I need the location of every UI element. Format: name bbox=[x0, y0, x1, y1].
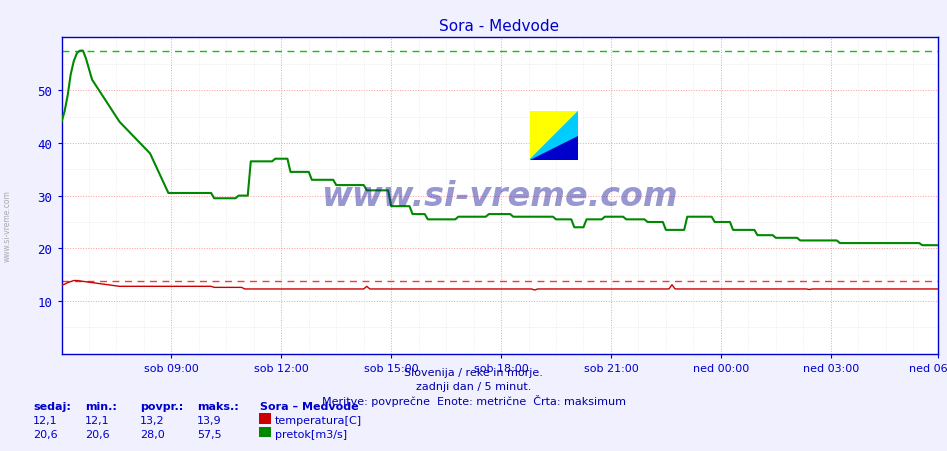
Text: 20,6: 20,6 bbox=[33, 428, 58, 438]
Text: min.:: min.: bbox=[85, 401, 117, 411]
Text: 57,5: 57,5 bbox=[197, 428, 222, 438]
Text: 12,1: 12,1 bbox=[33, 415, 58, 425]
Polygon shape bbox=[530, 112, 579, 160]
Text: sedaj:: sedaj: bbox=[33, 401, 71, 411]
Text: 28,0: 28,0 bbox=[140, 428, 165, 438]
Polygon shape bbox=[530, 112, 579, 160]
Text: 13,9: 13,9 bbox=[197, 415, 222, 425]
Text: Meritve: povprečne  Enote: metrične  Črta: maksimum: Meritve: povprečne Enote: metrične Črta:… bbox=[321, 395, 626, 407]
Text: 12,1: 12,1 bbox=[85, 415, 110, 425]
Text: pretok[m3/s]: pretok[m3/s] bbox=[275, 428, 347, 438]
Text: 20,6: 20,6 bbox=[85, 428, 110, 438]
Title: Sora - Medvode: Sora - Medvode bbox=[439, 19, 560, 34]
Text: Sora – Medvode: Sora – Medvode bbox=[260, 401, 359, 411]
Text: www.si-vreme.com: www.si-vreme.com bbox=[321, 179, 678, 213]
Text: zadnji dan / 5 minut.: zadnji dan / 5 minut. bbox=[416, 381, 531, 391]
Text: povpr.:: povpr.: bbox=[140, 401, 184, 411]
Text: 13,2: 13,2 bbox=[140, 415, 165, 425]
Polygon shape bbox=[530, 136, 579, 160]
Text: temperatura[C]: temperatura[C] bbox=[275, 415, 362, 425]
Text: www.si-vreme.com: www.si-vreme.com bbox=[3, 189, 12, 262]
Text: Slovenija / reke in morje.: Slovenija / reke in morje. bbox=[404, 368, 543, 377]
Text: maks.:: maks.: bbox=[197, 401, 239, 411]
